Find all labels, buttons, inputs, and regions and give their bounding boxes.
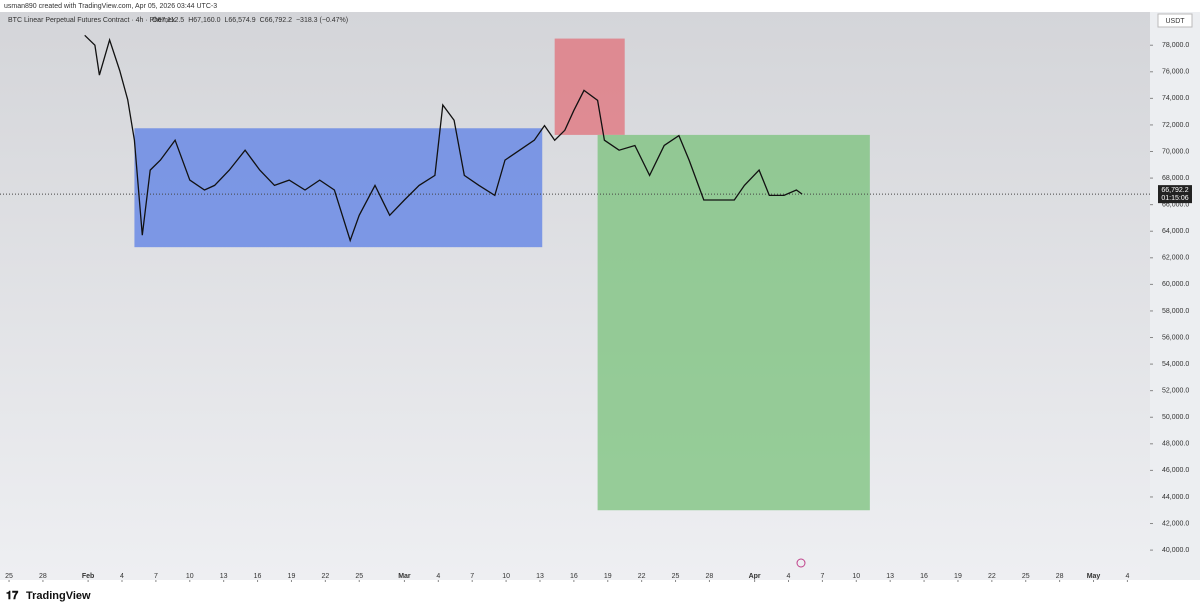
x-tick-label: 28 — [39, 573, 47, 580]
x-tick-label: 16 — [254, 573, 262, 580]
footer — [0, 583, 1200, 610]
y-tick-label: 58,000.0 — [1162, 308, 1189, 315]
y-tick-label: 78,000.0 — [1162, 42, 1189, 49]
y-tick-label: 46,000.0 — [1162, 467, 1189, 474]
x-tick-label: Apr — [749, 573, 761, 580]
countdown: 01:15:06 — [1161, 195, 1188, 202]
x-tick-label: 16 — [570, 573, 578, 580]
x-tick-label: 22 — [321, 573, 329, 580]
ohlc-value: L66,574.9 — [225, 17, 256, 24]
x-tick-label: 25 — [5, 573, 13, 580]
x-tick-label: 4 — [436, 573, 440, 580]
x-tick-label: Feb — [82, 573, 94, 580]
x-tick-label: 16 — [920, 573, 928, 580]
x-tick-label: Mar — [398, 573, 411, 580]
y-tick-label: 68,000.0 — [1162, 175, 1189, 182]
currency: USDT — [1165, 18, 1185, 25]
y-tick-label: 62,000.0 — [1162, 255, 1189, 262]
price-axis — [1150, 12, 1200, 580]
x-tick-label: 13 — [220, 573, 228, 580]
event-icon[interactable] — [796, 558, 806, 568]
ohlc-value: −318.3 (−0.47%) — [296, 17, 348, 24]
x-tick-label: 10 — [852, 573, 860, 580]
x-tick-label: 22 — [638, 573, 646, 580]
price-line — [84, 34, 803, 243]
y-tick-label: 52,000.0 — [1162, 388, 1189, 395]
last-price-label: 66,792.2 — [1161, 187, 1188, 194]
zone — [134, 128, 543, 248]
ohlc-value: O67,112.5 — [152, 17, 184, 24]
last-price-box — [1158, 185, 1192, 204]
x-tick-label: 28 — [706, 573, 714, 580]
y-tick-label: 66,000.0 — [1162, 201, 1189, 208]
y-tick-label: 54,000.0 — [1162, 361, 1189, 368]
logo-mark: 𝟏𝟕 — [6, 590, 19, 602]
x-tick-label: 25 — [672, 573, 680, 580]
y-tick-label: 74,000.0 — [1162, 95, 1189, 102]
x-tick-label: 4 — [120, 573, 124, 580]
x-tick-label: 10 — [502, 573, 510, 580]
x-tick-label: 7 — [154, 573, 158, 580]
zone — [554, 38, 625, 135]
brand: TradingView — [26, 590, 91, 602]
x-tick-label: 22 — [988, 573, 996, 580]
y-tick-label: 42,000.0 — [1162, 520, 1189, 527]
x-tick-label: 7 — [820, 573, 824, 580]
credit: usman890 created with TradingView.com, A… — [4, 3, 217, 10]
zone — [597, 134, 870, 511]
ohlc-value: C66,792.2 — [260, 17, 292, 24]
y-tick-label: 56,000.0 — [1162, 334, 1189, 341]
x-tick-label: 10 — [186, 573, 194, 580]
x-tick-label: 28 — [1056, 573, 1064, 580]
x-tick-label: 19 — [288, 573, 296, 580]
x-tick-label: 25 — [1022, 573, 1030, 580]
x-tick-label: 4 — [787, 573, 791, 580]
x-tick-label: 13 — [886, 573, 894, 580]
y-tick-label: 50,000.0 — [1162, 414, 1189, 421]
x-tick-label: May — [1087, 573, 1101, 580]
y-tick-label: 72,000.0 — [1162, 122, 1189, 129]
x-tick-label: 19 — [604, 573, 612, 580]
x-tick-label: 19 — [954, 573, 962, 580]
x-tick-label: 13 — [536, 573, 544, 580]
ohlc-value: H67,160.0 — [188, 17, 220, 24]
x-tick-label: 4 — [1125, 573, 1129, 580]
y-tick-label: 70,000.0 — [1162, 148, 1189, 155]
x-tick-label: 25 — [355, 573, 363, 580]
y-tick-label: 60,000.0 — [1162, 281, 1189, 288]
y-tick-label: 76,000.0 — [1162, 69, 1189, 76]
symbol-title: BTC Linear Perpetual Futures Contract · … — [8, 17, 176, 24]
y-tick-label: 40,000.0 — [1162, 547, 1189, 554]
x-tick-label: 7 — [470, 573, 474, 580]
currency-box[interactable] — [1157, 13, 1193, 28]
y-tick-label: 44,000.0 — [1162, 494, 1189, 501]
y-tick-label: 64,000.0 — [1162, 228, 1189, 235]
y-tick-label: 48,000.0 — [1162, 441, 1189, 448]
